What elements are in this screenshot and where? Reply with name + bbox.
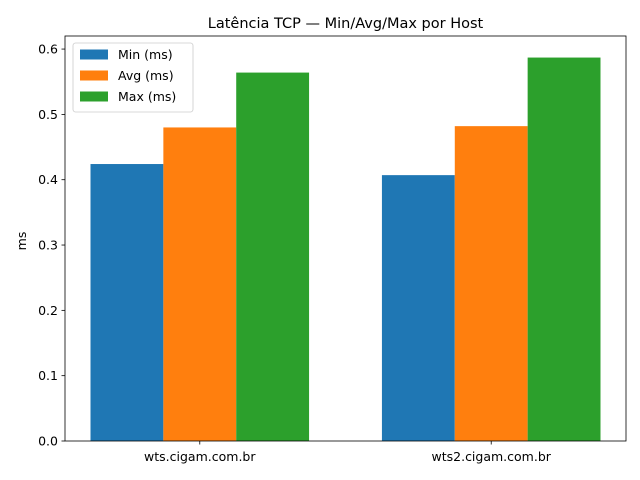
axes-group: [64, 35, 627, 442]
y-tick-label: 0.6: [38, 42, 58, 57]
y-tick-label: 0.4: [38, 172, 58, 187]
bar-2-1: [163, 127, 237, 442]
chart-title: Latência TCP — Min/Avg/Max por Host: [208, 16, 484, 32]
x-tick-label: wts2.cigam.com.br: [432, 449, 552, 464]
y-tick-label: 0.5: [38, 107, 58, 122]
bar-2-2: [454, 126, 528, 441]
y-tick-label: 0.2: [38, 303, 58, 318]
y-tick-label: 0.1: [38, 368, 58, 383]
ticks-group: 0.0 0.1 0.2 0.3 0.4 0.5 0.6 wts.cigam.com.br wts…: [38, 42, 552, 464]
legend-swatch: [80, 70, 108, 81]
bar-3-2: [527, 57, 601, 441]
legend: Min (ms) Avg (ms) Max (ms): [72, 42, 194, 113]
bars-group: [90, 57, 601, 442]
y-axis-label: ms: [14, 232, 29, 251]
legend-swatch: [80, 91, 108, 102]
y-tick-label: 0.3: [38, 238, 58, 253]
legend-label: Avg (ms): [118, 68, 174, 83]
legend-swatch: [80, 49, 108, 60]
legend-label: Max (ms): [118, 89, 176, 104]
plot-frame: [64, 35, 627, 442]
legend-label: Min (ms): [118, 47, 173, 62]
bar-3-1: [236, 72, 310, 442]
y-tick-label: 0.0: [38, 434, 58, 449]
bar-1-1: [90, 164, 164, 441]
bar-1-2: [381, 175, 455, 442]
x-tick-label: wts.cigam.com.br: [144, 449, 256, 464]
